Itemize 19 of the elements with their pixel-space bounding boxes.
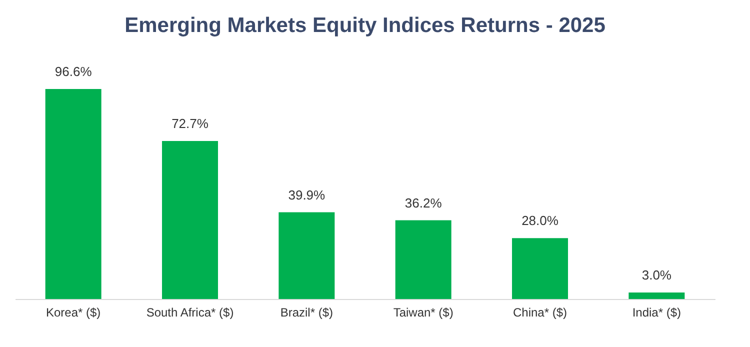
- data-label: 3.0%: [642, 267, 672, 282]
- bar: [395, 220, 452, 299]
- x-tick-label: Taiwan* ($): [393, 306, 454, 320]
- bar: [512, 238, 568, 299]
- bar: [162, 140, 218, 299]
- chart-title: Emerging Markets Equity Indices Returns - 2025: [124, 14, 606, 37]
- data-label: 28.0%: [522, 213, 559, 228]
- data-label: 96.6%: [54, 64, 92, 79]
- x-tick-label: Brazil* ($): [280, 306, 334, 320]
- bar: [45, 89, 102, 299]
- x-tick-label: South Africa* ($): [146, 306, 234, 320]
- bar: [628, 292, 685, 299]
- x-tick-label: China* ($): [512, 306, 568, 320]
- bar: [278, 212, 335, 299]
- x-tick-label: India* ($): [632, 306, 682, 320]
- x-tick-label: Korea* ($): [46, 306, 101, 320]
- data-label: 39.9%: [288, 187, 326, 202]
- data-label: 36.2%: [404, 195, 442, 210]
- data-label: 72.7%: [172, 116, 209, 131]
